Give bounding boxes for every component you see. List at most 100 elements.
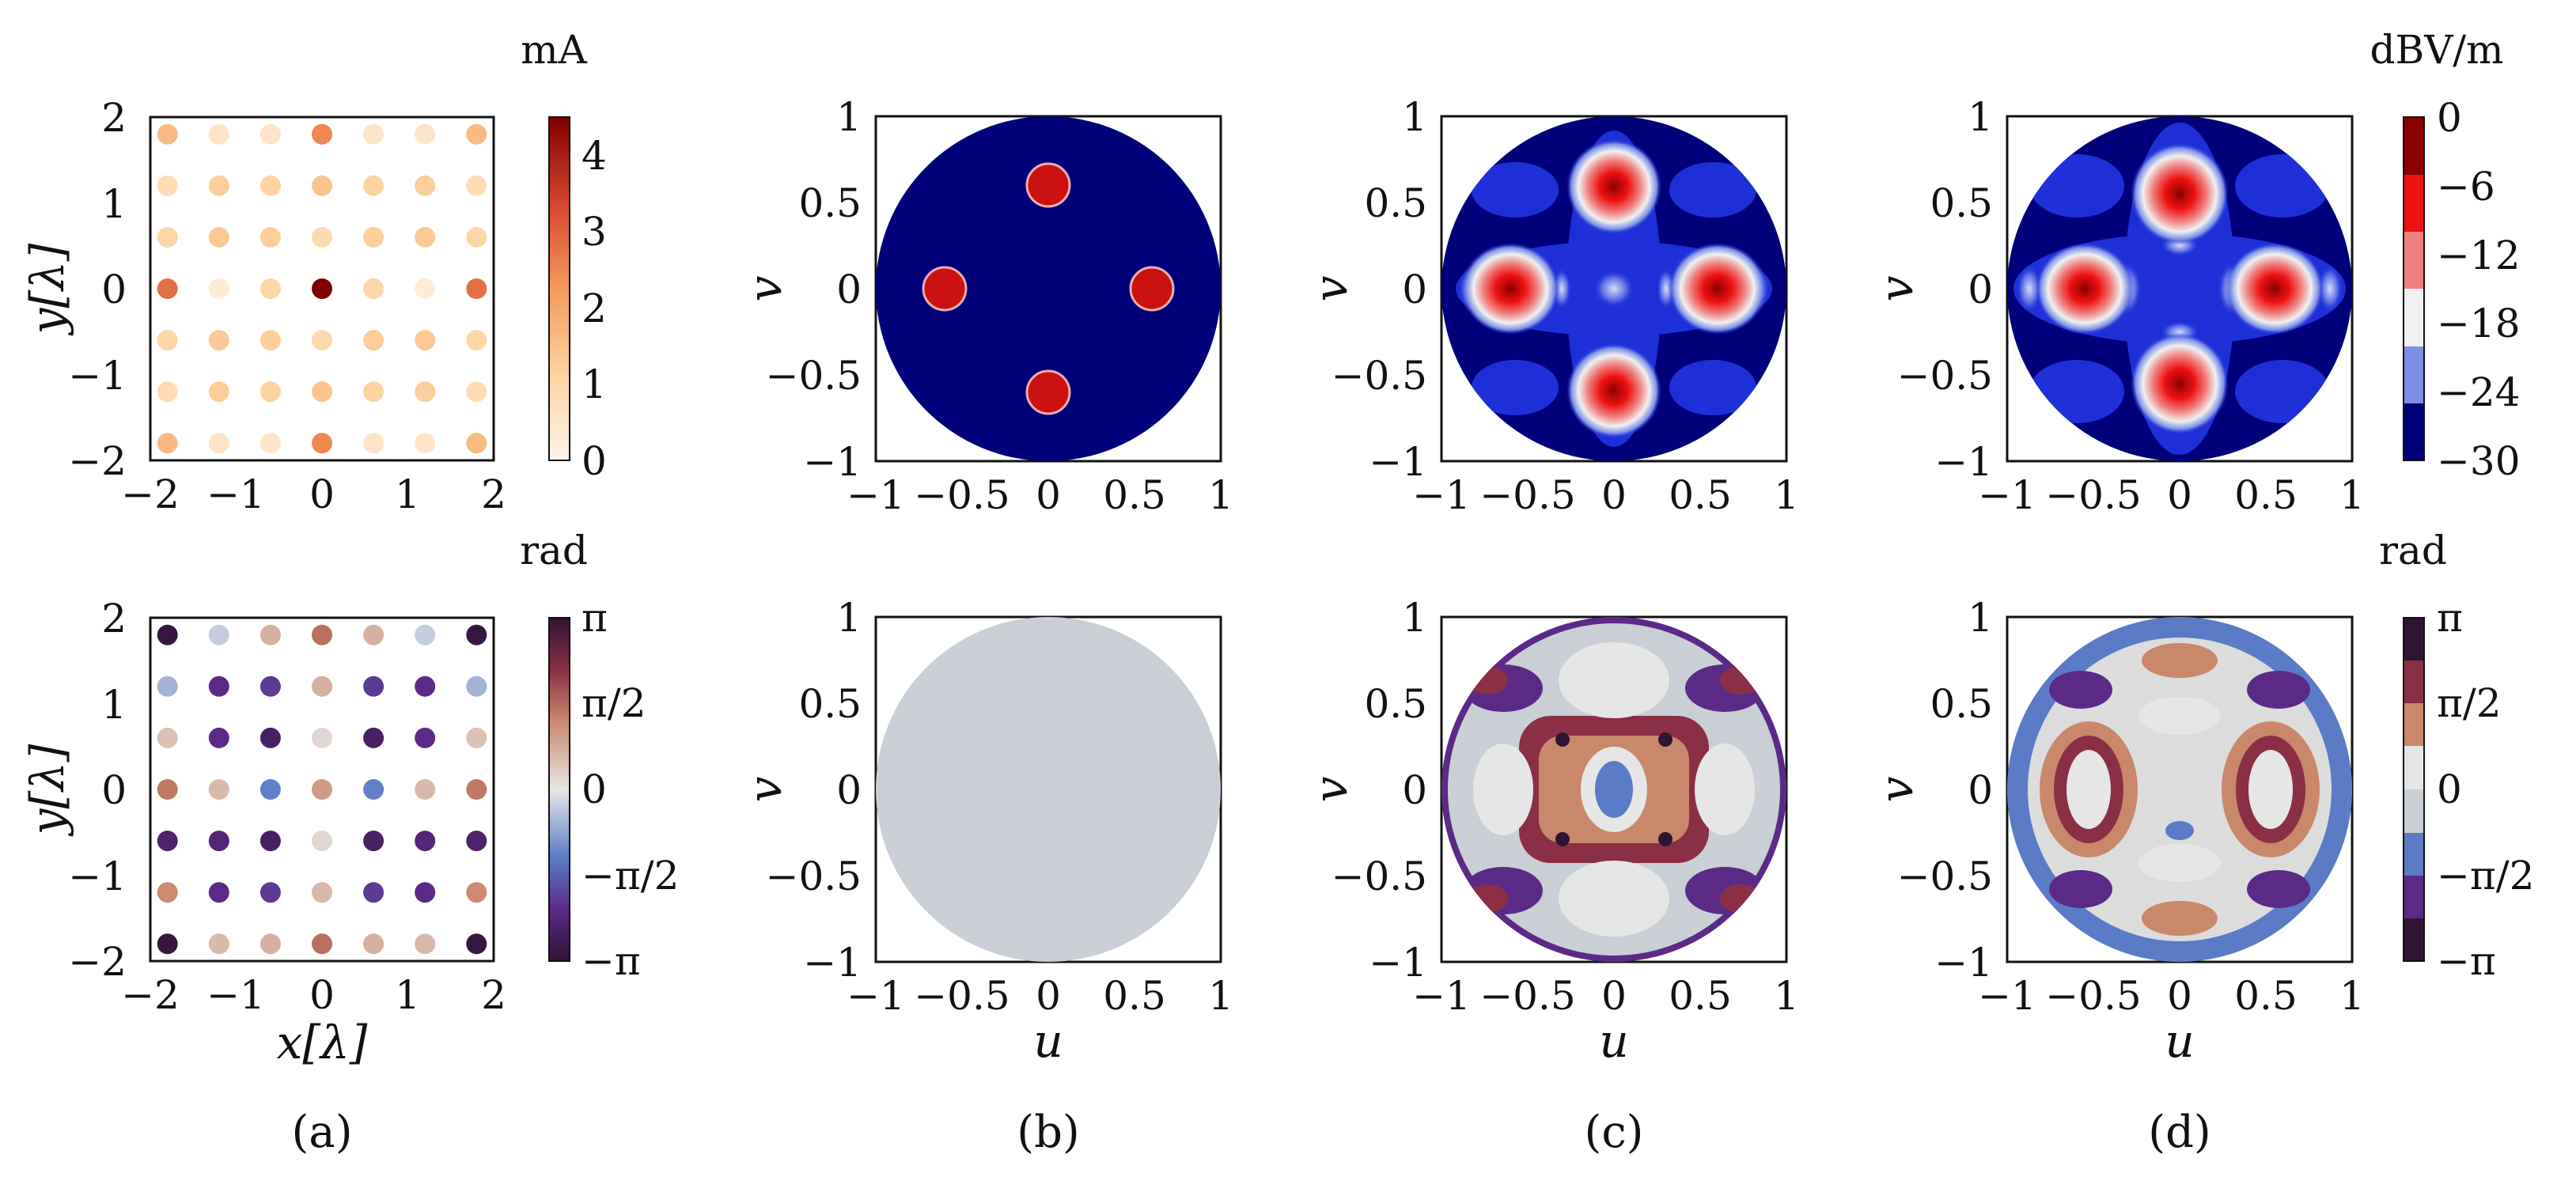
v-axis-label: v xyxy=(738,776,792,802)
array-element-point xyxy=(363,779,385,800)
array-element-point xyxy=(157,624,178,645)
current-colorbar-ticks: 4 3 2 1 0 xyxy=(581,133,607,484)
y-tick-label: −0.5 xyxy=(1897,353,1993,399)
array-element-point xyxy=(259,624,281,645)
phase-colorbar xyxy=(548,617,570,962)
y-tick-labels: 2 1 0 −1 −2 xyxy=(68,95,127,484)
v-axis-label: v xyxy=(1869,275,1923,301)
visible-region-disk xyxy=(876,116,1221,461)
array-element-point xyxy=(466,624,487,645)
y-tick-label: 1 xyxy=(1402,94,1427,140)
panel-b-bottom xyxy=(876,617,1221,962)
beam-spot xyxy=(2131,143,2229,244)
panel-c-bottom xyxy=(1441,617,1786,962)
x-tick-label: 1 xyxy=(1208,472,1233,518)
x-tick-label: 0.5 xyxy=(1103,472,1166,518)
array-element-point xyxy=(208,624,229,645)
array-element-point xyxy=(363,933,385,955)
array-element-point xyxy=(363,278,385,299)
array-element-point xyxy=(259,933,281,955)
array-element-point xyxy=(363,226,385,248)
array-element-point xyxy=(466,381,487,403)
x-tick-label: −0.5 xyxy=(1479,472,1575,518)
array-element-point xyxy=(466,123,487,145)
y-tick-label: 1 xyxy=(101,181,127,227)
array-element-point xyxy=(312,727,332,748)
array-element-point xyxy=(208,381,229,403)
y-tick-label: −0.5 xyxy=(766,853,862,899)
array-element-point xyxy=(312,175,332,196)
x-tick-label: 0 xyxy=(1601,973,1627,1019)
array-element-point xyxy=(466,779,487,800)
y-tick-label: 1 xyxy=(836,94,862,140)
y-tick-label: 2 xyxy=(101,95,127,141)
y-tick-label: 1 xyxy=(1968,595,1993,641)
array-element-point xyxy=(259,831,281,852)
array-element-point xyxy=(157,381,178,403)
x-tick-label: 1 xyxy=(1774,472,1799,518)
phase-colorbar-d-group: rad π π/2 0 −π/2 −π xyxy=(2379,528,2534,984)
phase-unit-label-d: rad xyxy=(2379,528,2447,573)
array-element-point xyxy=(157,831,178,852)
array-element-point xyxy=(415,933,436,955)
phase-contours xyxy=(1441,617,1786,962)
x-tick-labels: −2 −1 0 1 2 xyxy=(121,972,506,1018)
y-tick-label: 0.5 xyxy=(798,180,862,226)
array-element-point xyxy=(157,278,178,299)
array-element-point xyxy=(157,433,178,454)
x-tick-label: −1 xyxy=(847,472,905,518)
array-element-point xyxy=(157,226,178,248)
array-element-point xyxy=(363,381,385,403)
y-tick-label: 0 xyxy=(836,767,862,813)
phase-colorbar-d-ticks: π π/2 0 −π/2 −π xyxy=(2437,595,2534,984)
array-element-point xyxy=(466,433,487,454)
panel-d-bottom xyxy=(2007,617,2352,962)
array-element-point xyxy=(259,381,281,403)
panel-d-top xyxy=(2007,116,2352,461)
x-tick-label: −1 xyxy=(206,471,265,517)
array-element-point xyxy=(157,882,178,903)
array-element-point xyxy=(208,831,229,852)
colorbar-tick: 4 xyxy=(581,133,607,179)
array-element-point xyxy=(415,676,436,697)
array-element-point xyxy=(259,727,281,748)
x-tick-label: −0.5 xyxy=(1479,973,1575,1019)
y-tick-label: −1 xyxy=(803,940,862,986)
array-element-point xyxy=(415,123,436,145)
array-element-point xyxy=(208,933,229,955)
x-tick-label: 0 xyxy=(2167,973,2192,1019)
panel-a-bottom: 2 1 0 −1 −2 −2 −1 0 1 2 y[λ] x[λ] rad π … xyxy=(21,528,679,1069)
x-tick-label: −1 xyxy=(1412,472,1471,518)
colorbar-tick: −π/2 xyxy=(581,853,679,899)
x-tick-label: −2 xyxy=(121,471,180,517)
array-element-point xyxy=(466,330,487,351)
phase-contours xyxy=(2007,617,2352,962)
array-element-point xyxy=(208,226,229,248)
array-element-point xyxy=(415,330,436,351)
array-element-point xyxy=(259,278,281,299)
colorbar-tick: 0 xyxy=(581,766,607,812)
field-colorbar-group: dBV/m 0 −6 −12 −18 −24 −30 xyxy=(2370,27,2520,484)
array-element-point xyxy=(208,676,229,697)
y-tick-label: 1 xyxy=(836,595,862,641)
array-element-point xyxy=(466,175,487,196)
y-tick-label: −1 xyxy=(1934,940,1993,986)
array-element-point xyxy=(312,433,332,454)
array-element-point xyxy=(466,278,487,299)
x-tick-label: 0 xyxy=(2167,472,2192,518)
colorbar-tick: 3 xyxy=(581,209,607,255)
array-element-point xyxy=(363,433,385,454)
array-element-point xyxy=(259,433,281,454)
y-tick-label: 1 xyxy=(1968,94,1993,140)
x-tick-label: 0 xyxy=(309,471,335,517)
x-tick-label: −1 xyxy=(1412,973,1471,1019)
x-tick-label: 1 xyxy=(2339,973,2365,1019)
array-element-point xyxy=(466,882,487,903)
array-element-point xyxy=(466,676,487,697)
array-element-point xyxy=(363,175,385,196)
colorbar-tick: π xyxy=(581,595,608,641)
caption-b: (b) xyxy=(1017,1107,1080,1158)
beam-spot xyxy=(1669,243,1767,335)
y-tick-label: −0.5 xyxy=(1332,353,1427,399)
phase-colorbar-ticks: π π/2 0 −π/2 −π xyxy=(581,595,679,984)
